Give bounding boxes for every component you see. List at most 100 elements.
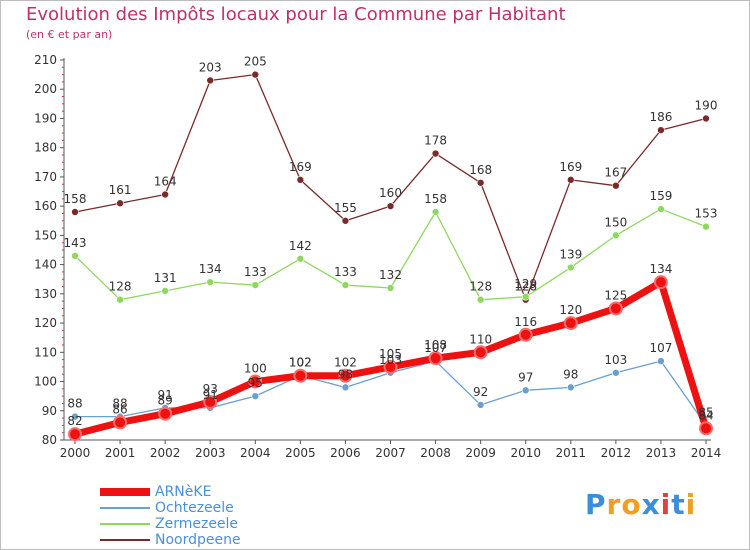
- data-label-0: 125: [604, 288, 627, 302]
- series-point-3: [251, 70, 260, 79]
- data-label-2: 159: [649, 189, 672, 203]
- logo-letter: P: [585, 488, 607, 521]
- y-tick-label: 150: [34, 228, 57, 242]
- legend-item: Noordpeene: [100, 532, 320, 548]
- series-point-2: [431, 208, 440, 216]
- series-point-0: [338, 368, 353, 383]
- legend-swatch: [100, 507, 150, 509]
- data-label-0: 134: [649, 262, 672, 276]
- y-tick-label: 190: [34, 111, 57, 125]
- data-label-3: 167: [604, 166, 627, 180]
- data-label-1: 95: [248, 376, 263, 390]
- data-label-3: 164: [154, 174, 177, 188]
- data-label-0: 105: [379, 347, 402, 361]
- y-tick-label: 110: [34, 345, 57, 359]
- data-label-0: 110: [469, 332, 492, 346]
- data-label-1: 92: [473, 385, 488, 399]
- y-tick-label: 130: [34, 287, 57, 301]
- series-point-2: [206, 278, 215, 286]
- series-point-3: [206, 76, 215, 85]
- data-label-0: 116: [514, 315, 537, 329]
- data-label-1: 91: [203, 388, 218, 402]
- data-label-0: 100: [244, 362, 267, 376]
- legend-item: Ochtezeele: [100, 500, 320, 516]
- x-tick-label: 2013: [646, 446, 677, 460]
- data-label-1: 85: [698, 405, 713, 419]
- data-label-1: 91: [158, 388, 173, 402]
- logo-letter: r: [606, 488, 622, 521]
- x-tick-label: 2007: [375, 446, 406, 460]
- x-tick-label: 2008: [420, 446, 451, 460]
- logo-letter: t: [671, 488, 686, 521]
- logo-letter: x: [641, 488, 661, 521]
- data-label-0: 86: [112, 402, 127, 416]
- data-label-3: 169: [289, 160, 312, 174]
- data-label-1: 97: [518, 370, 533, 384]
- data-label-0: 102: [289, 356, 312, 370]
- data-label-2: 143: [64, 236, 87, 250]
- y-tick-label: 170: [34, 170, 57, 184]
- data-label-3: 169: [559, 160, 582, 174]
- data-label-0: 82: [67, 414, 82, 428]
- series-point-3: [341, 216, 350, 225]
- series-point-3: [702, 114, 710, 123]
- series-point-0: [699, 421, 713, 436]
- y-tick-label: 210: [34, 53, 57, 67]
- data-label-2: 133: [334, 265, 357, 279]
- data-label-1: 107: [424, 341, 447, 355]
- x-tick-label: 2002: [150, 446, 181, 460]
- x-tick-label: 2012: [601, 446, 632, 460]
- data-label-3: 205: [244, 55, 267, 69]
- data-label-2: 129: [514, 277, 537, 291]
- logo-letter: i: [660, 488, 672, 521]
- legend-label: Noordpeene: [155, 532, 241, 548]
- series-point-1: [521, 386, 530, 395]
- data-label-1: 88: [112, 397, 127, 411]
- data-label-2: 128: [469, 280, 492, 294]
- data-label-2: 150: [604, 215, 627, 229]
- series-point-1: [566, 383, 575, 392]
- data-label-0: 120: [559, 303, 582, 317]
- series-point-0: [293, 368, 308, 383]
- legend-label: Zermezeele: [155, 516, 239, 532]
- data-label-3: 158: [64, 192, 87, 206]
- series-point-2: [161, 287, 169, 295]
- x-tick-label: 2005: [285, 446, 316, 460]
- series-point-2: [341, 281, 350, 289]
- series-point-0: [608, 301, 623, 316]
- series-point-2: [612, 231, 620, 240]
- y-tick-label: 90: [42, 404, 57, 418]
- series-point-2: [71, 252, 79, 260]
- series-point-0: [203, 395, 218, 409]
- x-tick-label: 2009: [465, 446, 496, 460]
- data-label-3: 190: [695, 98, 718, 112]
- legend-swatch: [100, 488, 150, 496]
- data-label-3: 160: [379, 186, 402, 200]
- data-label-1: 102: [289, 356, 312, 370]
- series-point-1: [476, 401, 485, 409]
- series-point-0: [653, 275, 668, 290]
- series-point-3: [612, 181, 620, 190]
- series-point-1: [612, 368, 620, 377]
- data-label-2: 142: [289, 239, 312, 253]
- x-tick-label: 2003: [195, 446, 226, 460]
- y-tick-label: 120: [34, 316, 57, 330]
- data-label-1: 103: [379, 353, 402, 367]
- data-label-1: 98: [338, 367, 353, 381]
- data-label-2: 132: [379, 268, 402, 282]
- x-tick-label: 2010: [510, 446, 541, 460]
- y-tick-label: 80: [42, 433, 57, 447]
- legend-item: Zermezeele: [100, 516, 320, 532]
- y-tick-label: 140: [34, 258, 57, 272]
- data-label-1: 103: [604, 353, 627, 367]
- legend-label: Ochtezeele: [155, 500, 234, 516]
- series-point-1: [341, 383, 350, 392]
- series-point-0: [113, 415, 128, 430]
- series-point-2: [702, 222, 710, 231]
- series-point-3: [71, 208, 79, 216]
- series-point-2: [251, 281, 260, 289]
- series-point-2: [386, 284, 395, 292]
- series-point-3: [296, 176, 305, 184]
